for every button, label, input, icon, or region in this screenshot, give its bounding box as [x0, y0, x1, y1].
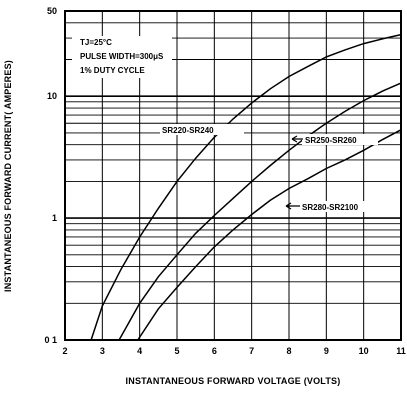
series-label-sr220-sr240: SR220-SR240	[162, 126, 214, 135]
series-label-bg-sr220	[160, 124, 244, 135]
y-tick-label: 10	[47, 91, 57, 101]
series-line-sr280-sr2100	[137, 129, 402, 341]
x-tick-label: 8	[286, 346, 291, 356]
grid	[65, 11, 401, 340]
series-label-sr280-sr2100: SR280-SR2100	[302, 203, 359, 212]
x-tick-label: 6	[212, 346, 217, 356]
series-arrow-sr250	[291, 135, 303, 143]
x-tick-label: 11	[396, 346, 406, 356]
note-duty-cycle: 1% DUTY CYCLE	[80, 66, 145, 75]
y-tick-label: 50	[47, 6, 57, 16]
series-line-sr250-sr260	[118, 82, 402, 341]
x-tick-label: 7	[249, 346, 254, 356]
x-tick-label: 3	[100, 346, 105, 356]
note-pulse-width: PULSE WIDTH=300μS	[80, 52, 164, 61]
note-temperature: TJ=25°C	[80, 38, 112, 47]
y-tick-label: 1	[52, 213, 57, 223]
series-label-bg-sr250	[302, 134, 378, 145]
curves	[90, 33, 402, 341]
conditions-box-bg	[72, 36, 172, 78]
x-tick-label: 4	[137, 346, 142, 356]
y-tick-label: 0 1	[44, 335, 57, 345]
plot-frame	[64, 10, 402, 341]
x-tick-label: 2	[62, 346, 67, 356]
series-line-sr220-sr240	[90, 33, 402, 341]
series-label-sr250-sr260: SR250-SR260	[305, 136, 357, 145]
x-axis-label: INSTANTANEOUS FORWARD VOLTAGE (VOLTS)	[126, 376, 341, 386]
y-axis-label: INSTANTANEOUS FORWARD CURRENT( AMPERES)	[3, 60, 13, 292]
x-tick-label: 9	[324, 346, 329, 356]
x-tick-label: 10	[359, 346, 369, 356]
series-arrow-sr280	[285, 202, 300, 210]
series-label-bg-sr280	[299, 201, 381, 212]
x-tick-label: 5	[174, 346, 179, 356]
x-tick-labels: 2 3 4 5 6 7 8 9 10 11	[62, 346, 405, 356]
series-labels: SR220-SR240 SR250-SR260 SR280-SR2100	[160, 124, 381, 212]
y-tick-labels: 0 1 1 10 50	[44, 6, 57, 345]
